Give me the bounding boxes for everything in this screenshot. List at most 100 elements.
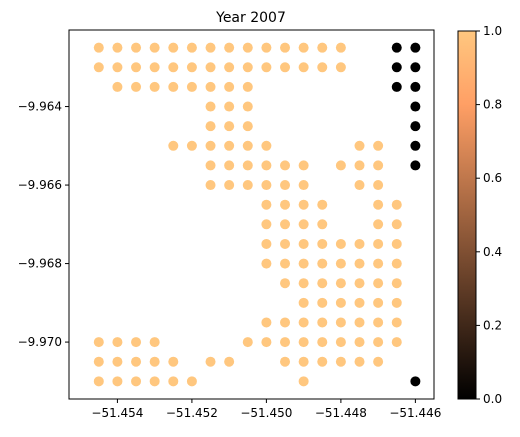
data-point	[242, 140, 253, 151]
data-point	[261, 42, 272, 53]
data-point	[186, 376, 197, 387]
data-point	[391, 199, 402, 210]
y-tick-label: −9.968	[18, 257, 62, 271]
data-point	[186, 140, 197, 151]
data-point	[373, 258, 384, 269]
data-point	[205, 62, 216, 73]
data-point	[93, 337, 104, 348]
data-point	[224, 160, 235, 171]
data-point	[373, 317, 384, 328]
data-point	[410, 81, 421, 92]
data-point	[354, 140, 365, 151]
data-point	[410, 42, 421, 53]
data-point	[317, 356, 328, 367]
data-point	[224, 42, 235, 53]
data-point	[93, 356, 104, 367]
data-point	[149, 42, 160, 53]
data-point	[354, 258, 365, 269]
data-point	[242, 160, 253, 171]
data-point	[224, 356, 235, 367]
data-point	[112, 337, 123, 348]
data-point	[298, 238, 309, 249]
data-point	[168, 356, 179, 367]
plot-area-frame	[68, 29, 435, 400]
colorbar-tick-label: 0.8	[483, 98, 502, 112]
data-point	[93, 376, 104, 387]
data-point	[391, 81, 402, 92]
data-point	[168, 81, 179, 92]
data-point	[317, 297, 328, 308]
data-point	[205, 180, 216, 191]
x-tick-label: −51.448	[315, 406, 367, 420]
colorbar-tick-label: 0.6	[483, 171, 502, 185]
data-point	[205, 121, 216, 132]
data-point	[335, 278, 346, 289]
y-tick-label: −9.964	[18, 100, 62, 114]
data-point	[242, 101, 253, 112]
y-axis: −9.964 −9.966 −9.968 −9.970	[18, 100, 69, 349]
data-point	[261, 317, 272, 328]
data-point	[354, 278, 365, 289]
data-point	[280, 199, 291, 210]
data-point	[168, 62, 179, 73]
data-point	[354, 160, 365, 171]
data-point	[93, 62, 104, 73]
data-point	[131, 376, 142, 387]
data-point	[317, 317, 328, 328]
data-point	[391, 238, 402, 249]
data-points	[93, 42, 421, 387]
data-point	[317, 62, 328, 73]
x-tick-label: −51.452	[166, 406, 218, 420]
data-point	[168, 140, 179, 151]
data-point	[186, 42, 197, 53]
data-point	[131, 337, 142, 348]
data-point	[335, 317, 346, 328]
data-point	[354, 297, 365, 308]
data-point	[261, 180, 272, 191]
data-point	[280, 62, 291, 73]
data-point	[335, 297, 346, 308]
data-point	[373, 297, 384, 308]
data-point	[261, 337, 272, 348]
x-tick-label: −51.450	[240, 406, 292, 420]
data-point	[410, 101, 421, 112]
data-point	[391, 258, 402, 269]
data-point	[298, 219, 309, 230]
data-point	[205, 140, 216, 151]
data-point	[373, 238, 384, 249]
colorbar-tick-label: 0.4	[483, 245, 502, 259]
data-point	[335, 337, 346, 348]
data-point	[354, 337, 365, 348]
data-point	[410, 140, 421, 151]
data-point	[149, 62, 160, 73]
data-point	[280, 356, 291, 367]
data-point	[205, 81, 216, 92]
data-point	[242, 81, 253, 92]
data-point	[280, 219, 291, 230]
data-point	[242, 121, 253, 132]
data-point	[168, 376, 179, 387]
data-point	[280, 258, 291, 269]
data-point	[112, 356, 123, 367]
data-point	[317, 42, 328, 53]
data-point	[298, 356, 309, 367]
data-point	[131, 356, 142, 367]
data-point	[149, 356, 160, 367]
data-point	[335, 238, 346, 249]
data-point	[168, 42, 179, 53]
data-point	[93, 42, 104, 53]
data-point	[261, 219, 272, 230]
data-point	[373, 199, 384, 210]
data-point	[391, 337, 402, 348]
data-point	[317, 199, 328, 210]
data-point	[149, 81, 160, 92]
data-point	[242, 180, 253, 191]
data-point	[373, 140, 384, 151]
data-point	[373, 278, 384, 289]
data-point	[280, 278, 291, 289]
data-point	[205, 42, 216, 53]
data-point	[335, 258, 346, 269]
data-point	[317, 278, 328, 289]
data-point	[410, 121, 421, 132]
data-point	[373, 356, 384, 367]
